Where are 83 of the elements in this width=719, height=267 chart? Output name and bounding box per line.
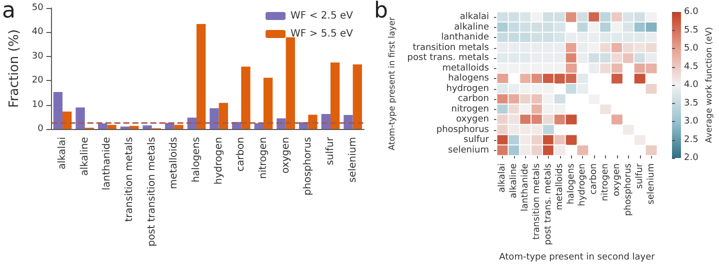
y-tick-label: carbon [458, 94, 489, 104]
bar [53, 92, 63, 129]
x-tick-label: hydrogen [578, 163, 588, 206]
legend-label: WF > 5.5 eV [290, 28, 354, 40]
bar [98, 123, 108, 129]
x-tick-label: alkaline [79, 137, 90, 176]
color-bar-title: Average work function (eV) [704, 27, 714, 143]
x-tick-label: selenium [347, 137, 358, 182]
bar [196, 24, 206, 129]
bar [187, 118, 197, 129]
x-tick-label: lanthanide [520, 162, 531, 212]
y-tick-label: 10 [32, 100, 44, 110]
color-bar-label: 5.5 [684, 25, 698, 36]
y-tick-label: lanthanide [441, 32, 490, 43]
x-tick-label: alkalai [57, 137, 68, 170]
bar [308, 114, 318, 129]
color-bar-label: 4.0 [684, 80, 699, 90]
bar [174, 124, 184, 129]
y-axis-title: Fraction (%) [7, 29, 22, 108]
x-tick-label: selenium [646, 163, 656, 204]
y-tick-label: 50 [32, 3, 44, 13]
y-tick-label: 30 [32, 51, 44, 62]
text: b [374, 0, 388, 24]
bar [210, 108, 219, 129]
x-tick-label: alkaline [509, 162, 520, 198]
text: a [2, 0, 16, 24]
y-tick-label: halogens [448, 74, 490, 84]
color-bar-label: 5.0 [684, 44, 699, 54]
y-tick-label: alkaline [454, 22, 490, 32]
x-tick-label: transition metals [124, 137, 136, 222]
x-tick-label: carbon [236, 137, 247, 172]
x-tick-label: oxygen [280, 137, 292, 174]
y-tick-label: alkalai [460, 12, 489, 22]
x-tick-label: post transition metals [146, 137, 158, 247]
y-tick-label: metalloids [442, 63, 490, 74]
x-tick-label: halogens [191, 137, 202, 182]
y-tick-label: oxygen [456, 114, 489, 125]
x-tick-label: transition metals [532, 163, 542, 240]
x-tick-label: oxygen [612, 163, 622, 196]
y-tick-label: post trans. metals [407, 53, 490, 64]
x-tick-label: nitrogen [600, 163, 611, 202]
x-tick-label: phosphorus [623, 163, 634, 216]
x-tick-label: carbon [589, 163, 600, 194]
color-bar-label: 2.0 [684, 153, 699, 163]
bar [241, 66, 250, 129]
y-tick-label: 40 [32, 27, 44, 38]
x-tick-label: post trans. metals [543, 163, 554, 246]
bar [76, 107, 85, 129]
bar [142, 125, 152, 129]
bar [218, 102, 228, 129]
bar [330, 62, 340, 129]
x-tick-label: phosphorus [302, 137, 314, 196]
x-tick-label: hydrogen [213, 137, 224, 184]
bar [62, 112, 72, 129]
y-tick-label: phosphorus [436, 124, 490, 135]
bar [130, 126, 139, 129]
y-tick-label: transition metals [412, 42, 490, 53]
bar [107, 124, 116, 129]
color-bar-label: 3.0 [684, 116, 699, 126]
x-tick-label: sulfur [634, 163, 645, 189]
x-tick-label: metalloids [554, 163, 565, 210]
bar [276, 118, 286, 129]
bar [321, 114, 330, 129]
x-tick-label: metalloids [168, 137, 180, 189]
y-tick-label: 20 [32, 76, 44, 86]
y-tick-label: 0 [38, 124, 44, 134]
x-tick-label: halogens [566, 163, 576, 204]
x-tick-label: alkalai [498, 163, 508, 193]
legend-label: WF < 2.5 eV [290, 10, 354, 22]
y-axis-title: Atom-type present in first layer [388, 16, 398, 150]
bar [344, 114, 353, 129]
x-tick-label: lanthanide [102, 137, 113, 190]
color-bar-label: 6.0 [684, 7, 699, 17]
color-bar-label: 4.5 [684, 62, 698, 72]
bar [264, 78, 273, 129]
color-bar-label: 3.5 [684, 98, 698, 108]
color-bar-label: 2.5 [684, 134, 698, 145]
x-axis-title: Atom-type present in second layer [499, 252, 656, 262]
y-tick-label: nitrogen [451, 104, 489, 114]
y-tick-label: hydrogen [446, 84, 489, 94]
x-tick-label: sulfur [325, 136, 336, 166]
bar [352, 64, 362, 129]
x-tick-label: nitrogen [258, 137, 270, 179]
